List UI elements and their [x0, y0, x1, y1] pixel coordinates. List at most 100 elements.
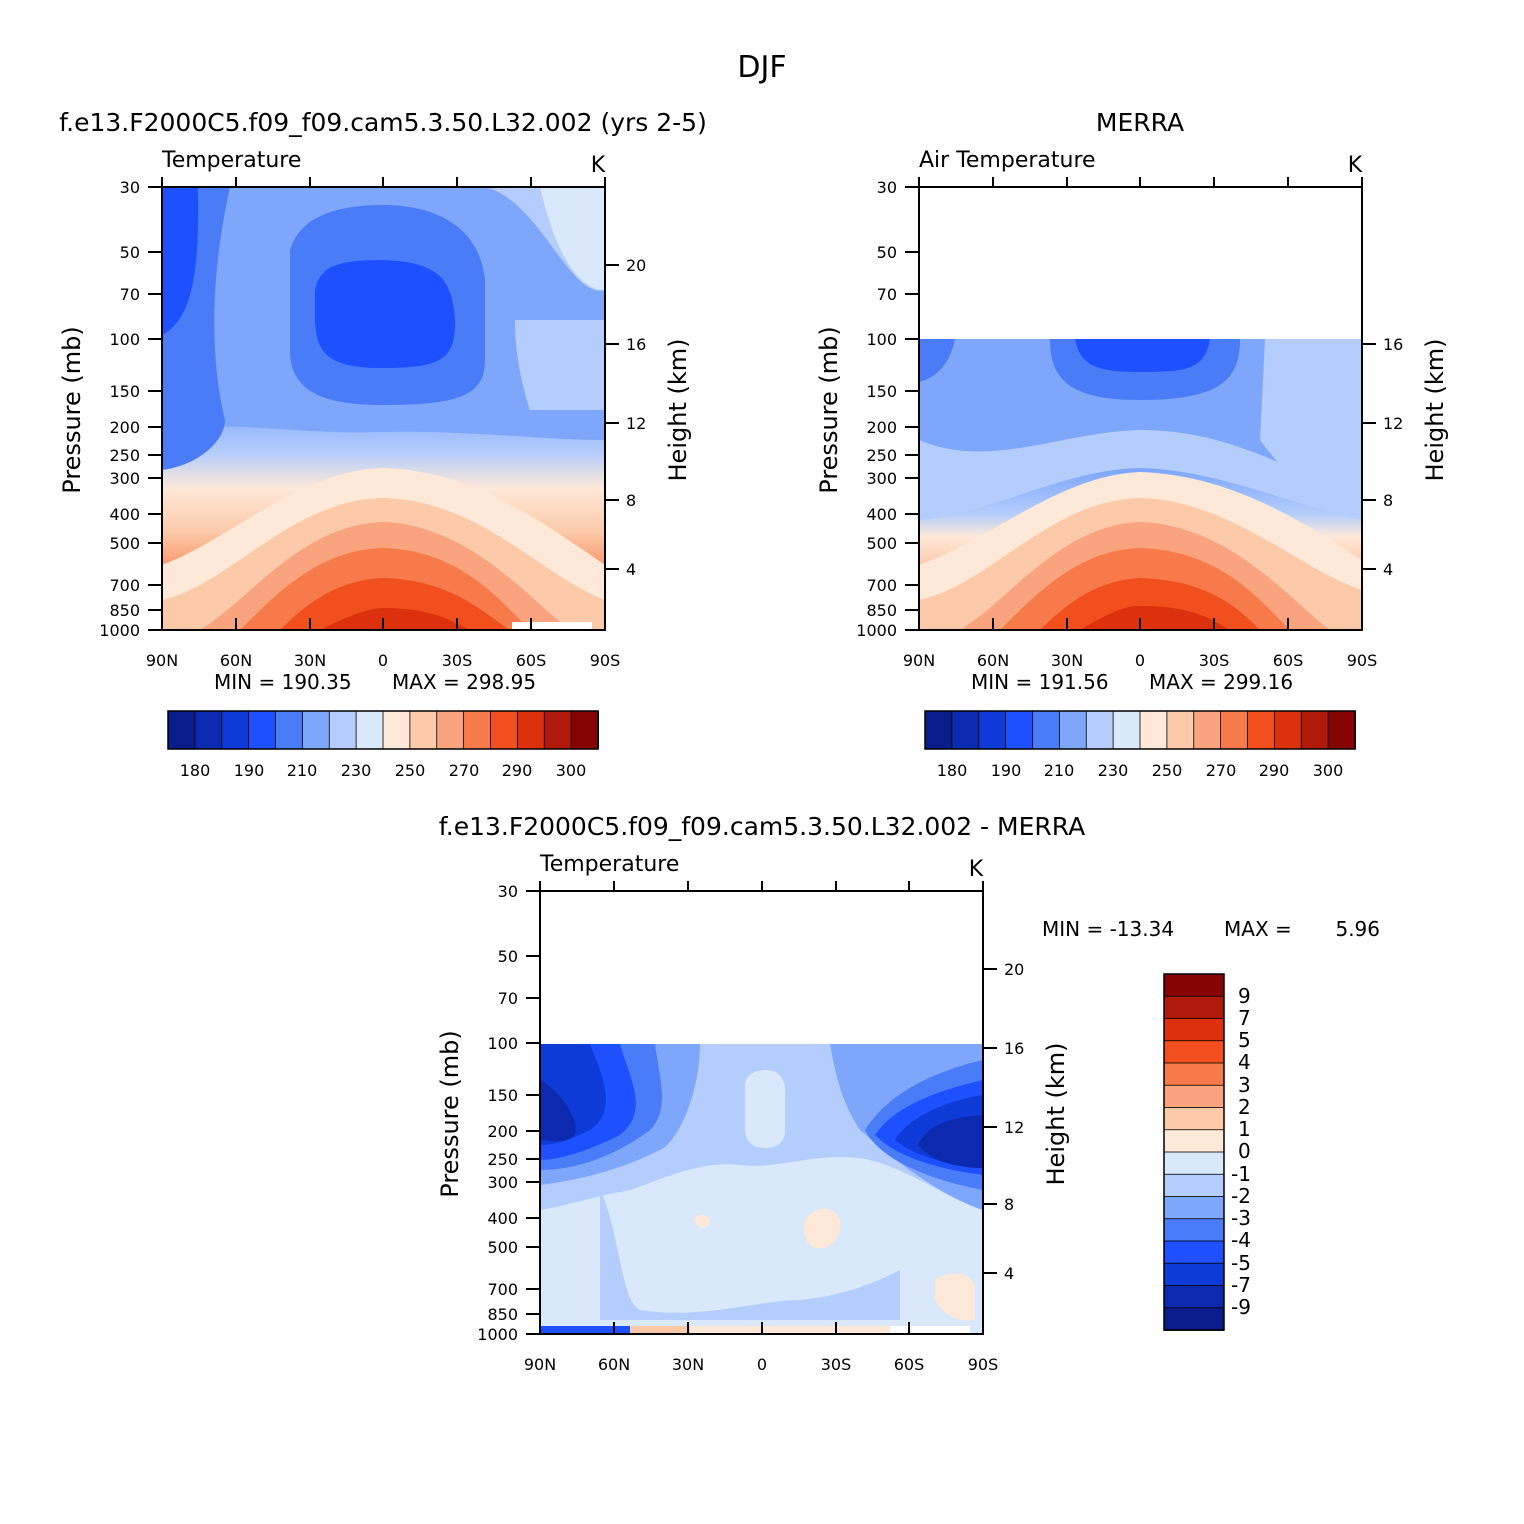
x-tick-label: 30N	[672, 1355, 704, 1374]
y-tick-label: 1000	[477, 1325, 518, 1344]
colorbar-label: -2	[1231, 1184, 1251, 1208]
y-tick-label: 50	[877, 243, 897, 262]
colorbar-swatch	[1247, 710, 1276, 750]
colorbar: 180 190 210 230 250 270 290 300	[167, 710, 599, 780]
colorbar-label: 1	[1238, 1117, 1251, 1141]
units-label: K	[591, 153, 606, 178]
y2-tick-label: 20	[1004, 960, 1024, 979]
y-tick-label: 500	[866, 534, 897, 553]
y2-axis-title: Height (km)	[1042, 1043, 1070, 1186]
colorbar-swatch	[1032, 710, 1061, 750]
max-label: MAX = 298.95	[392, 670, 536, 694]
x-tick-label: 90N	[146, 651, 178, 670]
max-label: MAX =	[1224, 917, 1292, 941]
y-tick-label: 250	[109, 446, 140, 465]
y-tick-label: 400	[866, 505, 897, 524]
y-tick-label: 300	[487, 1173, 518, 1192]
x-tick-label: 90S	[590, 651, 621, 670]
colorbar-label: 9	[1238, 984, 1251, 1008]
contour-field	[540, 1044, 983, 1334]
colorbar-swatch	[1163, 1129, 1225, 1153]
colorbar-swatch	[409, 710, 438, 750]
colorbar-label: 180	[180, 761, 211, 780]
x-tick-label: 30N	[294, 651, 326, 670]
y-tick-label: 1000	[99, 621, 140, 640]
colorbar-label: 300	[556, 761, 587, 780]
y2-tick-label: 16	[626, 335, 646, 354]
colorbar-label: 190	[991, 761, 1022, 780]
colorbar-swatch	[382, 710, 411, 750]
y-tick-label: 150	[487, 1086, 518, 1105]
colorbar-swatch	[1273, 710, 1303, 750]
x-axis-latitude: 90N 60N 30N 0 30S 60S 90S	[524, 1355, 998, 1374]
units-label: K	[1348, 153, 1363, 178]
y-tick-label: 300	[866, 469, 897, 488]
colorbar-label: 250	[395, 761, 426, 780]
y2-axis-title: Height (km)	[664, 339, 692, 482]
colorbar-label: 5	[1238, 1028, 1251, 1052]
colorbar-label: 290	[502, 761, 533, 780]
x-tick-label: 60N	[598, 1355, 630, 1374]
y2-tick-label: 4	[1383, 560, 1393, 579]
colorbar-swatch	[1327, 710, 1356, 750]
y-tick-label: 700	[866, 576, 897, 595]
colorbar-swatch	[1163, 1285, 1225, 1309]
x-tick-label: 90S	[968, 1355, 999, 1374]
colorbar-swatch	[1163, 995, 1225, 1020]
y-tick-label: 250	[866, 446, 897, 465]
y2-axis-height: 4 8 12 16 20	[626, 256, 646, 579]
y-axis-title: Pressure (mb)	[815, 326, 843, 493]
colorbar-swatch	[275, 710, 304, 750]
y-axis-title: Pressure (mb)	[58, 326, 86, 493]
colorbar-swatch	[1163, 1173, 1225, 1198]
colorbar-swatch	[194, 710, 223, 750]
y-tick-label: 150	[109, 382, 140, 401]
y-tick-label: 200	[487, 1122, 518, 1141]
y2-tick-label: 12	[626, 414, 646, 433]
max-value: 5.96	[1335, 917, 1380, 941]
y-tick-label: 30	[877, 178, 897, 197]
y2-tick-label: 4	[626, 560, 636, 579]
colorbar-swatch	[1139, 710, 1168, 750]
panel-difference: f.e13.F2000C5.f09_f09.cam5.3.50.L32.002 …	[436, 812, 1380, 1374]
y-tick-label: 30	[120, 178, 140, 197]
y-tick-label: 100	[109, 330, 140, 349]
y-tick-label: 200	[109, 418, 140, 437]
y2-tick-label: 4	[1004, 1264, 1014, 1283]
colorbar-swatch	[570, 710, 599, 750]
colorbar-swatch	[1163, 1107, 1225, 1131]
x-tick-label: 0	[1135, 651, 1145, 670]
x-tick-label: 30S	[442, 651, 473, 670]
colorbar-swatch	[1112, 710, 1141, 750]
x-tick-label: 30N	[1051, 651, 1083, 670]
x-tick-label: 90N	[524, 1355, 556, 1374]
y-tick-label: 50	[120, 243, 140, 262]
colorbar-swatch	[1163, 1084, 1225, 1109]
page-title: DJF	[737, 50, 786, 85]
variable-label: Temperature	[539, 852, 679, 877]
y-tick-label: 700	[109, 576, 140, 595]
x-tick-label: 0	[378, 651, 388, 670]
colorbar-swatch	[490, 710, 519, 750]
y-axis-title: Pressure (mb)	[436, 1030, 464, 1197]
colorbar-swatch	[1085, 710, 1115, 750]
colorbar-label: 270	[1206, 761, 1237, 780]
y-axis-pressure: 30 50 70 100 150 200 250 300 400 500 700…	[856, 178, 897, 640]
colorbar-swatch	[951, 710, 980, 750]
y-tick-label: 850	[487, 1305, 518, 1324]
colorbar-swatch	[1163, 1307, 1225, 1331]
colorbar-swatch	[1220, 710, 1249, 750]
y-tick-label: 1000	[856, 621, 897, 640]
y-tick-label: 300	[109, 469, 140, 488]
y2-tick-label: 8	[1004, 1195, 1014, 1214]
y-tick-label: 850	[109, 601, 140, 620]
colorbar-swatch	[1163, 1062, 1225, 1087]
x-tick-label: 30S	[1199, 651, 1230, 670]
colorbar-swatch	[1058, 710, 1088, 750]
x-tick-label: 90N	[903, 651, 935, 670]
y-tick-label: 250	[487, 1150, 518, 1169]
y-tick-label: 100	[487, 1034, 518, 1053]
colorbar-swatch	[516, 710, 546, 750]
colorbar-swatch	[1300, 710, 1330, 750]
colorbar-label: -9	[1231, 1295, 1251, 1319]
